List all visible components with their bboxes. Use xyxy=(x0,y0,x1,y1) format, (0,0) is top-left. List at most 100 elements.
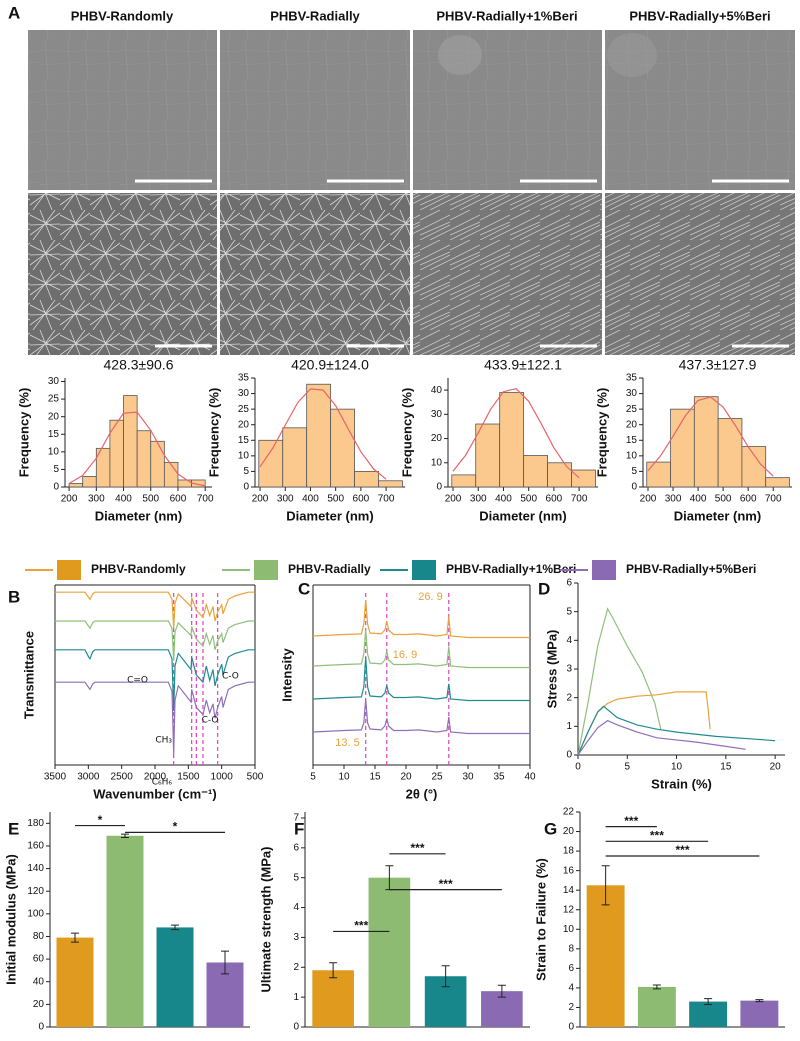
legend-label: PHBV-Radially xyxy=(288,562,371,576)
y-axis-label: Transmittance xyxy=(21,631,36,719)
scale-bars xyxy=(135,179,789,348)
x-tick-label: 20 xyxy=(770,762,782,773)
legend-label: PHBV-Radially+5%Beri xyxy=(626,562,756,576)
histogram-bar xyxy=(547,462,572,488)
x-axis-label: Diameter (nm) xyxy=(674,508,761,523)
y-tick-label: 10 xyxy=(431,457,443,468)
x-tick-label: 600 xyxy=(740,494,757,505)
error-bar xyxy=(329,962,338,979)
y-tick-label: 180 xyxy=(27,818,44,829)
y-axis-label: Intensity xyxy=(279,648,294,702)
y-tick-label: 25 xyxy=(238,404,250,415)
legend-swatch xyxy=(254,560,278,580)
x-tick-label: 30 xyxy=(462,772,474,783)
x-tick-label: 5 xyxy=(625,762,631,773)
y-tick-label: 20 xyxy=(563,826,575,837)
x-tick-label: 40 xyxy=(524,772,536,783)
y-tick-label: 120 xyxy=(27,886,44,897)
y-tick-label: 15 xyxy=(238,435,250,446)
bar xyxy=(106,835,144,1027)
histogram-bar xyxy=(451,474,477,488)
y-tick-label: 5 xyxy=(53,464,59,475)
x-tick-label: 300 xyxy=(665,494,682,505)
bar xyxy=(156,927,194,1027)
histogram-bar xyxy=(693,396,719,488)
x-tick-label: 35 xyxy=(493,772,505,783)
y-tick-label: 3 xyxy=(293,932,299,943)
bar xyxy=(740,1000,779,1027)
column-title: PHBV-Radially+5%Beri xyxy=(629,8,770,23)
column-title: PHBV-Randomly xyxy=(71,8,174,23)
peak-label: 13. 5 xyxy=(335,737,359,749)
error-bar xyxy=(601,865,610,906)
peak-label: 26. 9 xyxy=(418,591,442,603)
series-line xyxy=(312,656,530,702)
fit-curve xyxy=(647,396,774,477)
x-axis-label: Strain (%) xyxy=(651,776,712,791)
sem-image xyxy=(413,193,602,355)
x-tick-label: 300 xyxy=(88,494,105,505)
series-line xyxy=(312,599,530,639)
error-bar xyxy=(755,999,764,1003)
x-tick-label: 15 xyxy=(720,762,732,773)
chart-title: 420.9±124.0 xyxy=(291,357,369,373)
panel-label: D xyxy=(538,579,550,598)
significance-label: *** xyxy=(410,841,424,855)
y-tick-label: 1 xyxy=(566,721,572,732)
y-tick-label: 16 xyxy=(563,865,575,876)
x-tick-label: 300 xyxy=(277,494,294,505)
sem-feature xyxy=(607,33,657,77)
histogram-bar xyxy=(82,476,97,488)
y-tick-label: 140 xyxy=(27,863,44,874)
sem-image xyxy=(28,193,217,355)
x-tick-label: 500 xyxy=(327,494,344,505)
x-tick-label: 700 xyxy=(765,494,782,505)
annotation: C-O xyxy=(222,672,239,682)
sem-image xyxy=(220,193,410,355)
y-axis-label: Initial modulus (MPa) xyxy=(3,854,18,985)
error-bar xyxy=(121,833,129,838)
x-tick-label: 400 xyxy=(302,494,319,505)
error-bar xyxy=(221,950,229,975)
x-tick-label: 500 xyxy=(520,494,537,505)
histogram-bar xyxy=(68,483,84,488)
annotation: C₆H₆ xyxy=(152,778,173,788)
y-tick-label: 25 xyxy=(48,394,60,405)
y-tick-label: 0 xyxy=(243,482,249,493)
y-tick-label: 2 xyxy=(568,1002,574,1013)
y-tick-label: 0 xyxy=(568,1022,574,1033)
x-tick-label: 700 xyxy=(378,494,395,505)
y-tick-label: 0 xyxy=(566,750,572,761)
y-tick-label: 60 xyxy=(33,954,45,965)
significance-label: *** xyxy=(439,877,453,891)
x-tick-label: 200 xyxy=(445,494,462,505)
y-tick-label: 5 xyxy=(243,466,249,477)
y-tick-label: 0 xyxy=(293,1022,299,1033)
y-tick-label: 40 xyxy=(431,385,443,396)
histogram-bar xyxy=(163,461,179,488)
histogram-bar xyxy=(123,395,138,488)
x-tick-label: 10 xyxy=(338,772,350,783)
histogram-bar xyxy=(330,408,355,488)
x-tick-label: 15 xyxy=(369,772,381,783)
legend-swatch xyxy=(412,560,436,580)
sem-feature xyxy=(438,35,482,75)
x-tick-label: 600 xyxy=(170,494,187,505)
annotation: CH₃ xyxy=(155,736,172,746)
x-tick-label: 400 xyxy=(690,494,707,505)
x-tick-label: 2500 xyxy=(111,772,134,783)
sem-image xyxy=(605,193,795,355)
histogram-bar xyxy=(150,440,165,488)
y-tick-label: 4 xyxy=(566,635,572,646)
annotation: C-O xyxy=(202,716,219,726)
panel-label: E xyxy=(8,819,19,838)
y-tick-label: 5 xyxy=(631,466,637,477)
bar xyxy=(586,885,625,1027)
y-axis-label: Ultimate strength (MPa) xyxy=(258,847,273,993)
significance-label: *** xyxy=(650,828,664,842)
bar xyxy=(56,937,94,1027)
y-tick-label: 30 xyxy=(626,388,638,399)
y-axis-label: Frequency (%) xyxy=(16,388,31,478)
y-tick-label: 4 xyxy=(293,902,299,913)
